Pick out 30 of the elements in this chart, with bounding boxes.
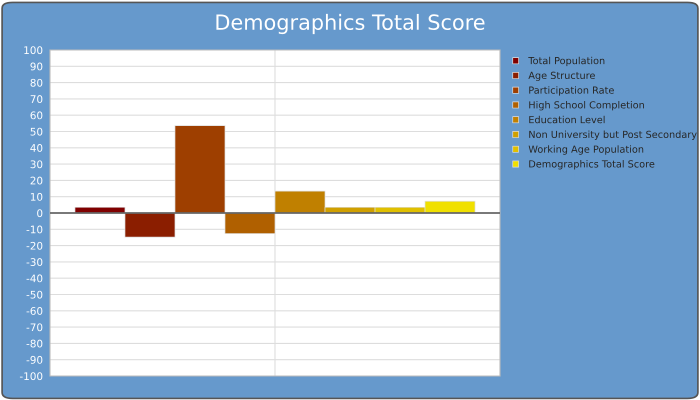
y-tick-label: -90 (26, 356, 42, 364)
y-tick-label: -60 (26, 307, 42, 315)
y-tick-label: 60 (30, 111, 42, 120)
y-tick-label: 0 (37, 209, 42, 218)
legend-label: Education Level (529, 116, 605, 124)
legend-label: Working Age Population (528, 145, 644, 155)
y-tick-label: 70 (30, 95, 42, 104)
legend-label: Participation Rate (529, 86, 614, 96)
y-tick-label: 90 (30, 62, 42, 70)
y-tick-label: 10 (30, 192, 42, 201)
y-tick-label: -100 (20, 372, 42, 380)
y-tick-label: -70 (26, 323, 42, 332)
legend-label: High School Completion (529, 101, 644, 110)
y-tick-label: -30 (26, 258, 42, 266)
y-tick-label: -80 (26, 340, 42, 348)
legend-label: Total Population (528, 56, 604, 66)
y-tick-label: -40 (26, 274, 42, 282)
chart-title: Demographics Total Score (216, 14, 484, 34)
y-tick-label: 100 (24, 46, 42, 54)
y-tick-label: -10 (26, 226, 42, 234)
y-tick-label: -20 (26, 242, 42, 250)
y-tick-label: 40 (30, 144, 42, 152)
legend-label: Demographics Total Score (529, 160, 654, 170)
y-tick-label: 20 (30, 176, 42, 185)
legend-label: Age Structure (528, 72, 595, 81)
y-tick-label: 80 (30, 78, 42, 87)
legend-label: Non University but Post Secondary (529, 130, 697, 140)
y-tick-label: 50 (30, 128, 42, 136)
y-tick-label: -50 (26, 290, 42, 299)
y-tick-label: 30 (30, 160, 42, 168)
